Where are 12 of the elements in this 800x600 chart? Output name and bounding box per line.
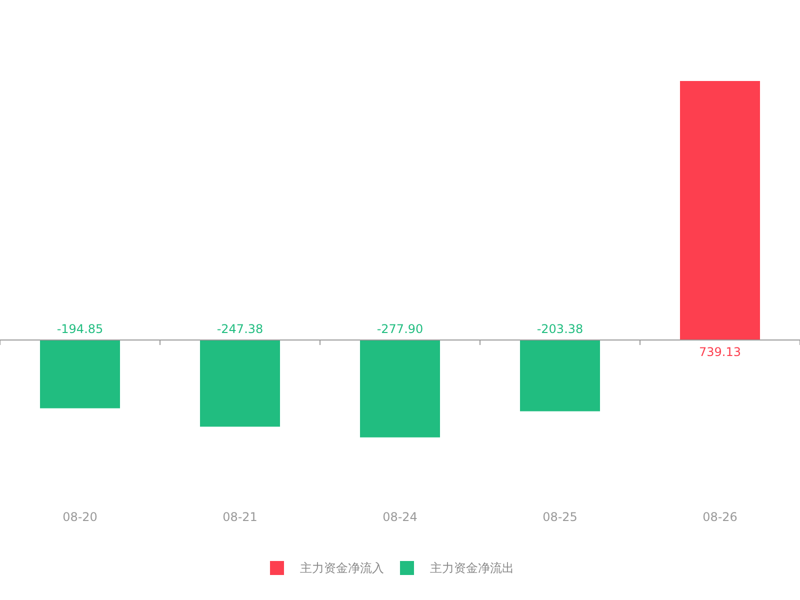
data-label: -277.90 bbox=[376, 322, 424, 336]
data-label: -247.38 bbox=[216, 322, 264, 336]
x-tick-label: 08-24 bbox=[382, 510, 418, 524]
data-label: -194.85 bbox=[56, 322, 104, 336]
x-tick-label: 08-20 bbox=[62, 510, 98, 524]
x-tick-label: 08-21 bbox=[222, 510, 258, 524]
x-tick-label: 08-25 bbox=[542, 510, 578, 524]
data-label: -203.38 bbox=[536, 322, 584, 336]
x-tick-label: 08-26 bbox=[702, 510, 738, 524]
legend-label: 主力资金净流出 bbox=[430, 561, 514, 575]
legend-label: 主力资金净流入 bbox=[300, 561, 384, 575]
data-label: 739.13 bbox=[699, 345, 741, 359]
